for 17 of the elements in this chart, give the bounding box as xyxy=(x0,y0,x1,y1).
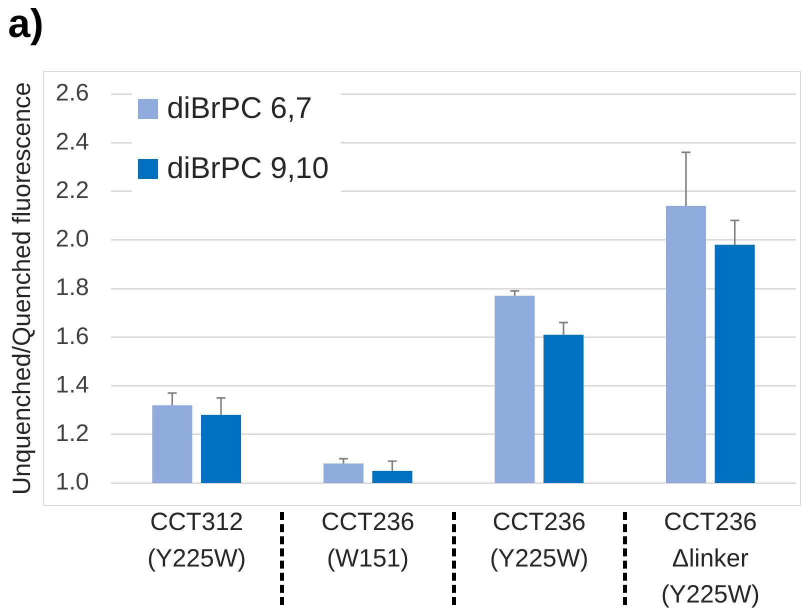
y-tick-label: 2.2 xyxy=(56,176,89,204)
x-tick-label: CCT236 Δlinker (Y225W) xyxy=(661,508,760,609)
y-tick-label: 2.6 xyxy=(56,80,89,107)
legend-label: diBrPC 9,10 xyxy=(167,151,329,187)
y-tick-label: 1.8 xyxy=(56,274,89,302)
x-tick-label: CCT312 (Y225W) xyxy=(147,508,246,572)
y-tick-label: 1.6 xyxy=(56,322,89,350)
y-axis-title: Unquenched/Quenched fluorescence xyxy=(8,82,36,495)
x-tick-label: CCT236 (W151) xyxy=(321,508,414,572)
y-tick-label: 1.2 xyxy=(56,420,89,447)
x-tick-label: CCT236 (Y225W) xyxy=(490,508,588,572)
y-tick-label: 2.0 xyxy=(56,226,89,252)
y-tick-label: 1.0 xyxy=(56,468,89,496)
chart-title: a) xyxy=(8,2,44,46)
legend-label: diBrPC 6,7 xyxy=(167,91,312,127)
y-tick-label: 2.4 xyxy=(56,128,89,156)
y-tick-label: 1.4 xyxy=(56,371,89,398)
